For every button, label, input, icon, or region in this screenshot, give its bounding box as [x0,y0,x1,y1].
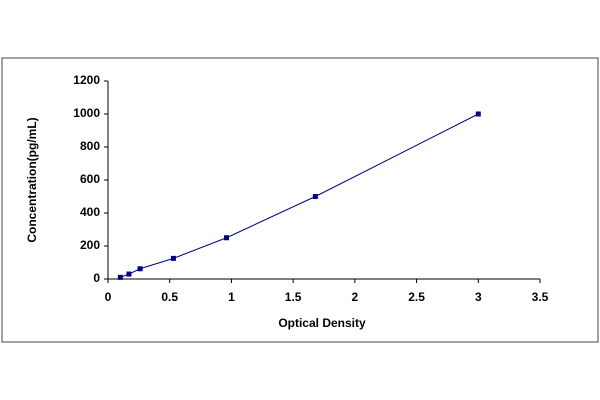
y-tick-label: 1000 [73,106,100,120]
x-tick-label: 1.5 [285,290,302,304]
y-tick-label: 800 [80,139,100,153]
data-point [223,235,229,241]
data-point [117,274,123,280]
y-tick-label: 1200 [73,73,100,87]
data-point [312,194,318,199]
x-tick-label: 3 [475,290,482,304]
x-tick-label: 2 [352,290,359,304]
y-tick-label: 0 [93,271,100,285]
y-tick-label: 600 [80,172,100,186]
chart-frame [1,57,599,343]
x-tick-label: 1 [228,290,235,304]
y-tick-label: 200 [80,238,100,252]
x-tick-label: 3.5 [532,290,549,304]
data-point [475,111,481,117]
x-tick-label: 0 [105,290,112,304]
x-axis-label: Optical Density [278,316,366,330]
data-point [170,255,176,261]
y-tick-label: 400 [80,205,100,219]
y-axis-label: Concentration(pg/mL) [25,117,39,242]
data-point [137,266,143,272]
x-tick-label: 2.5 [408,290,425,304]
x-tick-label: 0.5 [161,290,178,304]
data-point [126,271,132,277]
